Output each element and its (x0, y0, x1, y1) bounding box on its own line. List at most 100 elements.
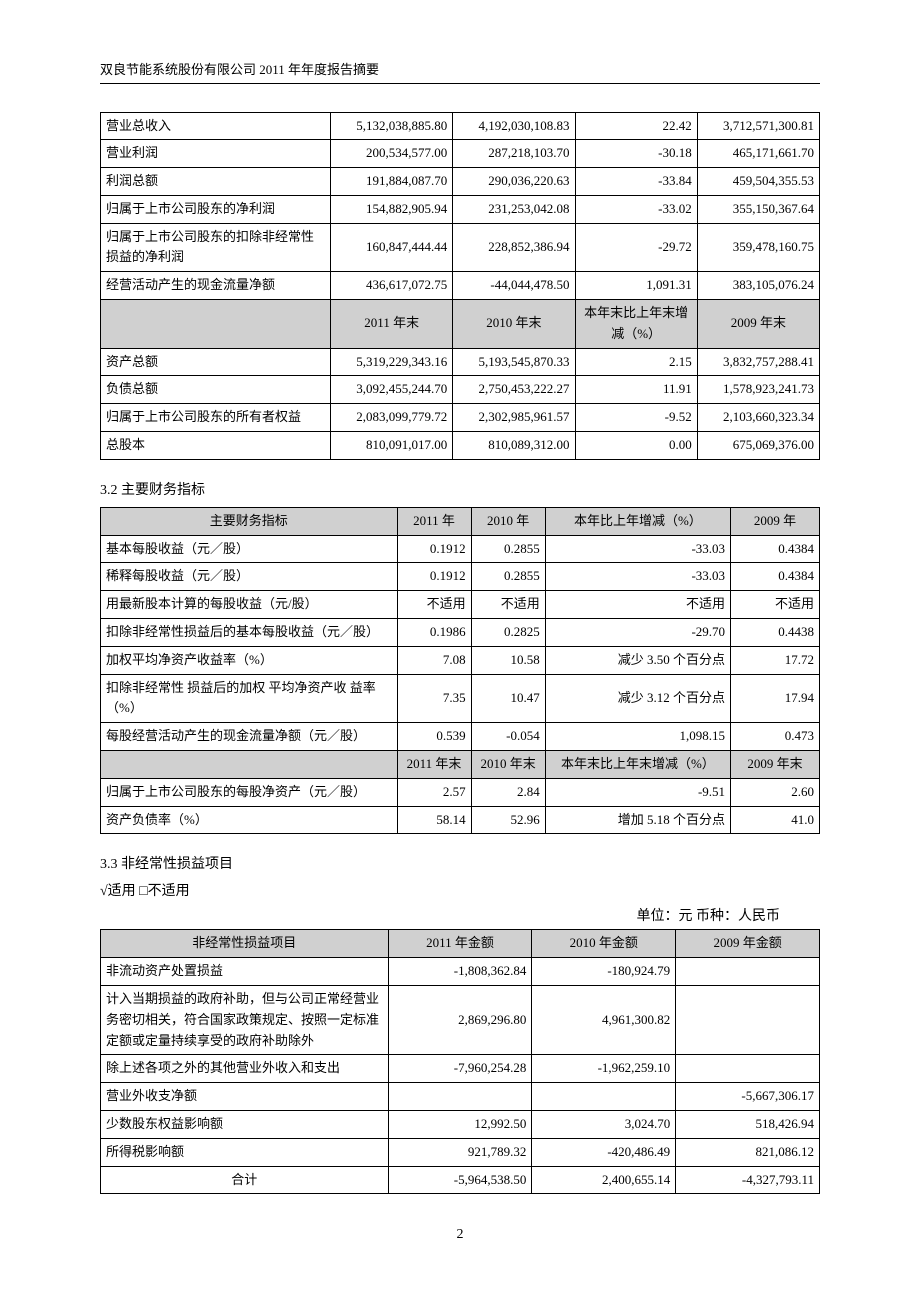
applicability-text: √适用 □不适用 (100, 881, 820, 902)
data-cell: 0.00 (575, 432, 697, 460)
data-cell: 1,098.15 (545, 723, 730, 751)
row-label: 营业外收支净额 (101, 1083, 389, 1111)
data-cell: 518,426.94 (676, 1111, 820, 1139)
header-cell: 2009 年 (731, 507, 820, 535)
table-row: 归属于上市公司股东的所有者权益2,083,099,779.722,302,985… (101, 404, 820, 432)
data-cell: -180,924.79 (532, 958, 676, 986)
data-cell: 0.539 (397, 723, 471, 751)
data-cell: 0.4384 (731, 563, 820, 591)
data-cell: -1,808,362.84 (388, 958, 532, 986)
data-cell: 0.1986 (397, 619, 471, 647)
table-row: 营业利润200,534,577.00287,218,103.70-30.1846… (101, 140, 820, 168)
header-cell: 主要财务指标 (101, 507, 398, 535)
header-cell: 2010 年末 (471, 751, 545, 779)
data-cell: 3,712,571,300.81 (697, 112, 819, 140)
header-cell (101, 300, 331, 349)
data-cell: 不适用 (397, 591, 471, 619)
data-cell: 58.14 (397, 806, 471, 834)
data-cell: 0.4384 (731, 535, 820, 563)
data-cell: 1,091.31 (575, 272, 697, 300)
header-cell: 本年末比上年末增减（%） (545, 751, 730, 779)
data-cell (532, 1083, 676, 1111)
row-label: 利润总额 (101, 168, 331, 196)
data-cell: 7.35 (397, 674, 471, 723)
data-cell: 12,992.50 (388, 1111, 532, 1139)
data-cell: 2.57 (397, 778, 471, 806)
data-cell: 不适用 (545, 591, 730, 619)
total-label: 合计 (101, 1166, 389, 1194)
data-cell: 17.94 (731, 674, 820, 723)
header-cell: 2010 年末 (453, 300, 575, 349)
data-cell: 1,578,923,241.73 (697, 376, 819, 404)
data-cell: 4,192,030,108.83 (453, 112, 575, 140)
data-cell: -33.03 (545, 535, 730, 563)
section-title-33: 3.3 非经常性损益项目 (100, 854, 820, 875)
header-cell: 2009 年末 (697, 300, 819, 349)
data-cell: 0.2855 (471, 535, 545, 563)
row-label: 稀释每股收益（元／股） (101, 563, 398, 591)
data-cell: 436,617,072.75 (331, 272, 453, 300)
table-row: 用最新股本计算的每股收益（元/股）不适用不适用不适用不适用 (101, 591, 820, 619)
data-cell: -33.02 (575, 195, 697, 223)
data-cell: 231,253,042.08 (453, 195, 575, 223)
table-row: 非流动资产处置损益-1,808,362.84-180,924.79 (101, 958, 820, 986)
data-cell: -44,044,478.50 (453, 272, 575, 300)
table-row: 归属于上市公司股东的净利润154,882,905.94231,253,042.0… (101, 195, 820, 223)
data-cell: 减少 3.50 个百分点 (545, 646, 730, 674)
row-label: 用最新股本计算的每股收益（元/股） (101, 591, 398, 619)
data-cell: 不适用 (471, 591, 545, 619)
data-cell: 2,750,453,222.27 (453, 376, 575, 404)
header-cell: 2009 年金额 (676, 930, 820, 958)
data-cell: 0.473 (731, 723, 820, 751)
data-cell: 17.72 (731, 646, 820, 674)
header-cell: 本年末比上年末增减（%） (575, 300, 697, 349)
data-cell (676, 986, 820, 1055)
header-cell: 2011 年末 (331, 300, 453, 349)
data-cell: -420,486.49 (532, 1138, 676, 1166)
table-mid-header: 2011 年末 2010 年末 本年末比上年末增减（%） 2009 年末 (101, 751, 820, 779)
data-cell: -33.84 (575, 168, 697, 196)
data-cell: 465,171,661.70 (697, 140, 819, 168)
table-row: 营业外收支净额-5,667,306.17 (101, 1083, 820, 1111)
data-cell: 11.91 (575, 376, 697, 404)
table-row: 所得税影响额921,789.32-420,486.49821,086.12 (101, 1138, 820, 1166)
data-cell: 290,036,220.63 (453, 168, 575, 196)
data-cell: 675,069,376.00 (697, 432, 819, 460)
data-cell: 3,024.70 (532, 1111, 676, 1139)
table-row: 除上述各项之外的其他营业外收入和支出-7,960,254.28-1,962,25… (101, 1055, 820, 1083)
data-cell: 154,882,905.94 (331, 195, 453, 223)
section-title-32: 3.2 主要财务指标 (100, 480, 820, 501)
total-cell: -5,964,538.50 (388, 1166, 532, 1194)
header-cell: 2011 年 (397, 507, 471, 535)
table-row: 总股本810,091,017.00810,089,312.000.00675,0… (101, 432, 820, 460)
data-cell: -0.054 (471, 723, 545, 751)
financial-summary-table: 营业总收入5,132,038,885.804,192,030,108.8322.… (100, 112, 820, 460)
data-cell: 2.84 (471, 778, 545, 806)
header-cell (101, 751, 398, 779)
data-cell: 228,852,386.94 (453, 223, 575, 272)
key-indicators-table: 主要财务指标 2011 年 2010 年 本年比上年增减（%） 2009 年 基… (100, 507, 820, 835)
row-label: 除上述各项之外的其他营业外收入和支出 (101, 1055, 389, 1083)
table-row: 归属于上市公司股东的每股净资产（元／股）2.572.84-9.512.60 (101, 778, 820, 806)
table-row: 资产负债率（%）58.1452.96增加 5.18 个百分点41.0 (101, 806, 820, 834)
data-cell: 增加 5.18 个百分点 (545, 806, 730, 834)
data-cell: 5,132,038,885.80 (331, 112, 453, 140)
table-row: 归属于上市公司股东的扣除非经常性损益的净利润160,847,444.44228,… (101, 223, 820, 272)
data-cell: -1,962,259.10 (532, 1055, 676, 1083)
header-cell: 2011 年末 (397, 751, 471, 779)
data-cell: 2,103,660,323.34 (697, 404, 819, 432)
row-label: 所得税影响额 (101, 1138, 389, 1166)
table-header: 非经常性损益项目 2011 年金额 2010 年金额 2009 年金额 (101, 930, 820, 958)
row-label: 少数股东权益影响额 (101, 1111, 389, 1139)
data-cell: 22.42 (575, 112, 697, 140)
data-cell: 0.4438 (731, 619, 820, 647)
data-cell: 4,961,300.82 (532, 986, 676, 1055)
table-header: 主要财务指标 2011 年 2010 年 本年比上年增减（%） 2009 年 (101, 507, 820, 535)
table-row: 稀释每股收益（元／股）0.19120.2855-33.030.4384 (101, 563, 820, 591)
data-cell: -33.03 (545, 563, 730, 591)
row-label: 资产总额 (101, 348, 331, 376)
table-row: 少数股东权益影响额12,992.503,024.70518,426.94 (101, 1111, 820, 1139)
data-cell: 2.60 (731, 778, 820, 806)
header-cell: 2010 年金额 (532, 930, 676, 958)
data-cell: 不适用 (731, 591, 820, 619)
